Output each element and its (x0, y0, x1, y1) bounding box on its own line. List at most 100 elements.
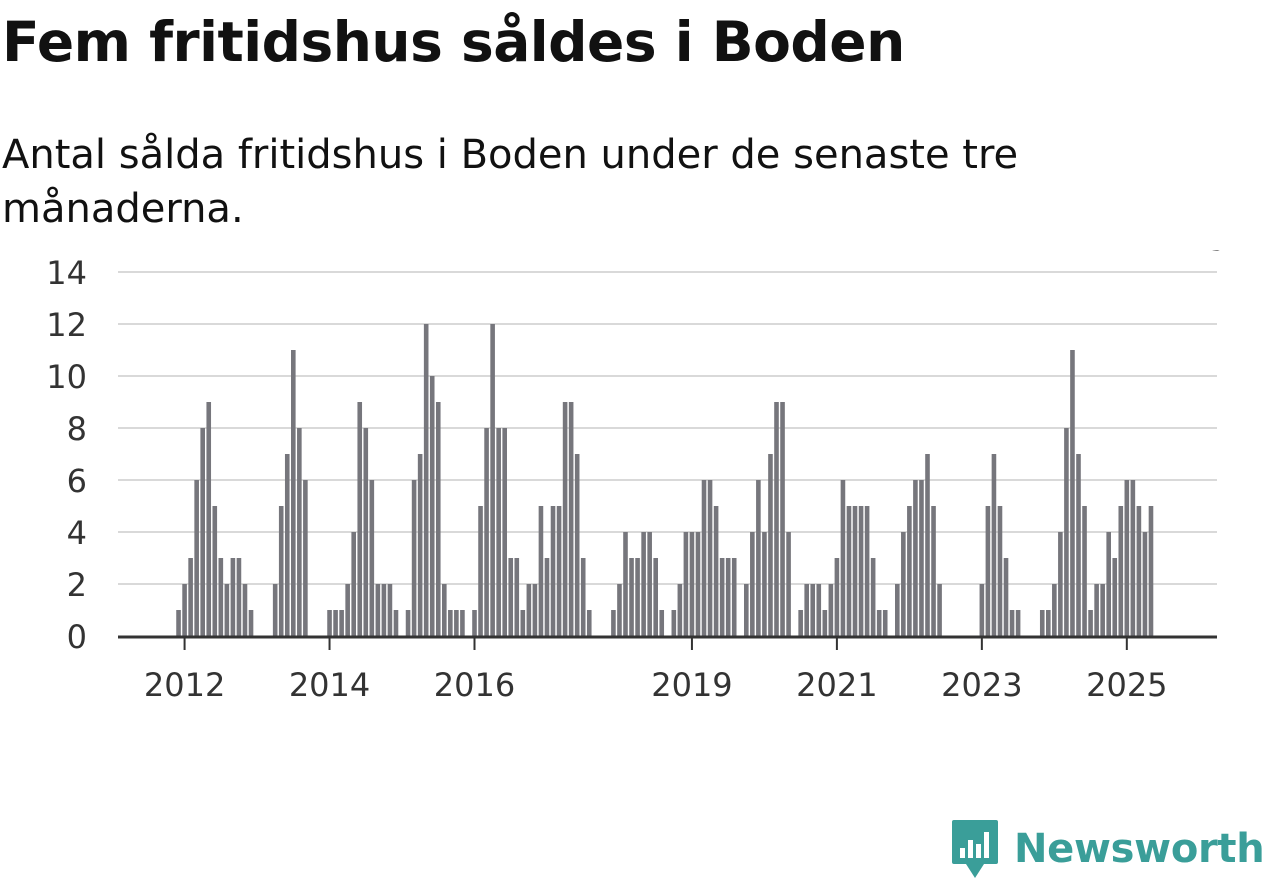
bar (1118, 506, 1124, 636)
bar (731, 558, 737, 636)
bar (339, 610, 344, 636)
bar (617, 584, 622, 636)
bar (1112, 558, 1118, 636)
bar (979, 584, 985, 636)
bar (864, 506, 870, 636)
bar (580, 558, 586, 636)
bar (882, 610, 888, 636)
bar (1106, 532, 1111, 636)
y-tick-label: 6 (67, 462, 87, 500)
bar (248, 610, 254, 636)
y-tick-label: 14 (46, 254, 87, 292)
bar (224, 584, 230, 636)
bar (641, 532, 646, 636)
bar (230, 558, 236, 636)
bar (931, 506, 936, 636)
bar (556, 506, 562, 636)
bar (1124, 480, 1130, 636)
y-tick-label: 10 (46, 358, 87, 396)
bar (363, 428, 369, 636)
bar (1088, 610, 1093, 636)
bar (303, 480, 308, 636)
bar (1064, 428, 1069, 636)
bar (647, 532, 652, 636)
bar (550, 506, 556, 636)
bar (810, 584, 816, 636)
bar (828, 584, 834, 636)
bar (188, 558, 193, 636)
bar (997, 506, 1003, 636)
bar (744, 584, 749, 636)
bar (278, 506, 284, 636)
bar (1148, 506, 1154, 636)
y-tick-label: 12 (46, 306, 87, 344)
bar (895, 584, 900, 636)
x-tick-label: 2021 (796, 666, 877, 704)
bar (417, 454, 423, 636)
bar (623, 532, 628, 636)
bar (381, 584, 387, 636)
newsworthy-logo-icon (952, 820, 998, 878)
bar (1058, 532, 1063, 636)
bar (1052, 584, 1057, 636)
bar (405, 610, 411, 636)
chart-subtitle: Antal sålda fritidshus i Boden under de … (2, 132, 1019, 232)
bar (756, 480, 761, 636)
bar (653, 558, 658, 636)
bar (750, 532, 755, 636)
bar (786, 532, 791, 636)
bar (719, 558, 725, 636)
bar (375, 584, 381, 636)
bar (586, 610, 592, 636)
bar-series (176, 324, 1154, 636)
bar (768, 454, 773, 636)
x-tick-label: 2025 (1086, 666, 1167, 704)
bar (840, 480, 846, 636)
bar (846, 506, 852, 636)
bar (991, 454, 997, 636)
bar (1136, 506, 1142, 636)
bar (774, 402, 779, 636)
bar (327, 610, 332, 636)
newsworthy-logo-text: Newsworthy (1014, 826, 1262, 872)
bar (659, 610, 665, 636)
bar (218, 558, 224, 636)
bar-chart: 0 2 4 6 8 10 12 14 2012 2014 2016 2019 2021 2023 2025 5 (46, 250, 1226, 704)
axis-labels: 0 2 4 6 8 10 12 14 2012 2014 2016 2019 2021 2023 2025 5 (46, 250, 1226, 704)
bar (919, 480, 924, 636)
bar (870, 558, 876, 636)
bar (816, 584, 822, 636)
bar (985, 506, 991, 636)
bar (1100, 584, 1105, 636)
bar (345, 584, 350, 636)
bar (707, 480, 713, 636)
bar (460, 610, 465, 636)
bar (212, 506, 218, 636)
bar (695, 532, 701, 636)
bar (1082, 506, 1087, 636)
bar (1015, 610, 1021, 636)
x-tick-label: 2016 (434, 666, 515, 704)
bar (490, 324, 495, 636)
bar (423, 324, 429, 636)
bar (200, 428, 205, 636)
bar (876, 610, 882, 636)
y-tick-label: 4 (67, 514, 87, 552)
bar (411, 480, 417, 636)
bar (1070, 350, 1075, 636)
bar (538, 506, 544, 636)
y-tick-label: 8 (67, 410, 87, 448)
bar (611, 610, 616, 636)
y-tick-label: 0 (67, 618, 87, 656)
bar (1039, 610, 1045, 636)
bar (1003, 558, 1009, 636)
bar (387, 584, 393, 636)
bar (544, 558, 550, 636)
bar (858, 506, 864, 636)
bar (442, 584, 447, 636)
bar (1094, 584, 1099, 636)
bar (671, 610, 677, 636)
x-tick-label: 2019 (651, 666, 732, 704)
bar (798, 610, 803, 636)
bar (502, 428, 507, 636)
